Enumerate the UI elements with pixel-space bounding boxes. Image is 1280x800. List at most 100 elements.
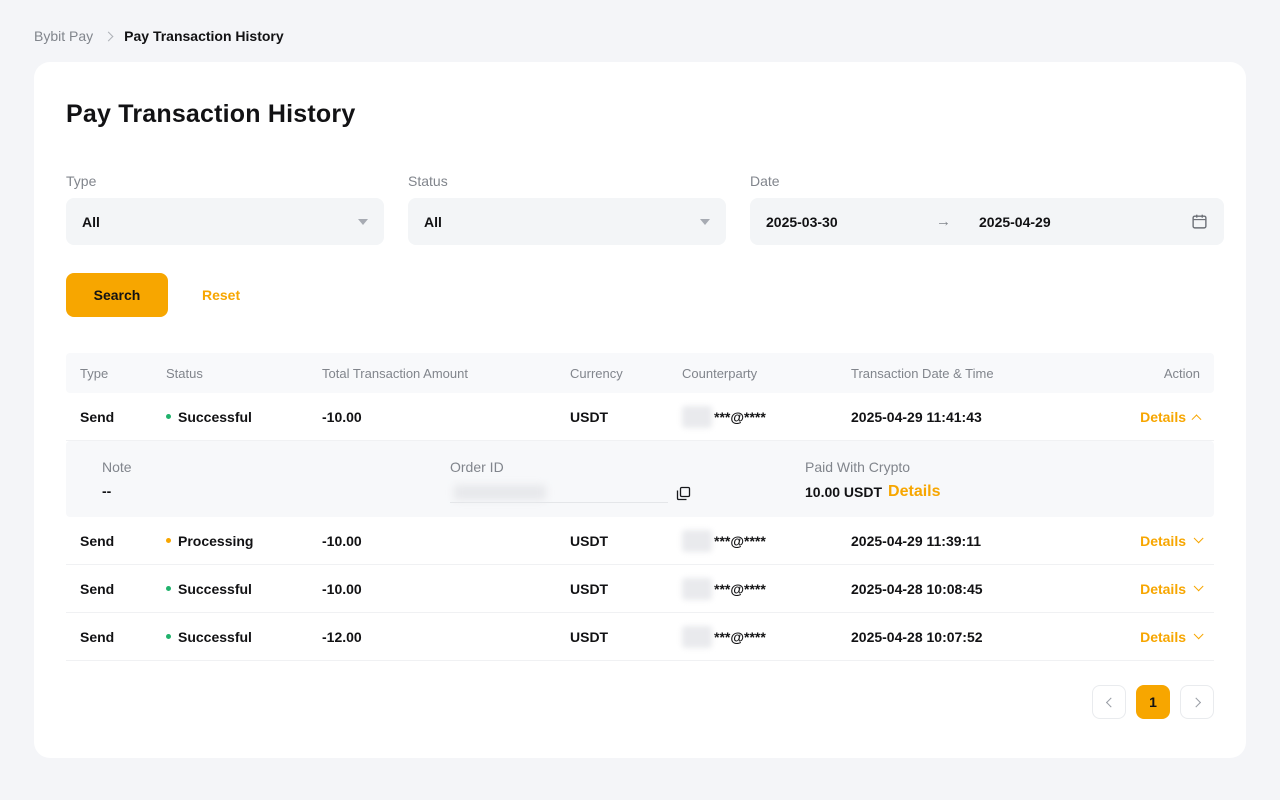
chevron-down-icon: [1193, 533, 1204, 544]
details-toggle[interactable]: Details: [1140, 408, 1202, 425]
status-dot-icon: [166, 538, 171, 543]
status-select[interactable]: All: [408, 198, 726, 245]
status-dot-icon: [166, 586, 171, 591]
status-filter: Status All: [408, 173, 726, 245]
chevron-up-icon: [1191, 414, 1202, 425]
cell-counterparty: ***@****: [682, 405, 851, 428]
pagination-page-1-button[interactable]: 1: [1136, 685, 1170, 719]
header-type: Type: [80, 365, 109, 381]
transactions-table: Type Status Total Transaction Amount Cur…: [66, 353, 1214, 661]
counterparty-text: ***@****: [714, 532, 766, 549]
cell-currency: USDT: [570, 580, 609, 597]
copy-icon[interactable]: [676, 486, 691, 501]
chevron-right-icon: [1190, 697, 1201, 707]
filter-actions: Search Reset: [66, 273, 1214, 317]
caret-down-icon: [358, 218, 368, 225]
redacted-counterparty-prefix: [682, 405, 712, 428]
type-filter-label: Type: [66, 173, 97, 189]
cell-type: Send: [80, 580, 115, 597]
expanded-detail-panel: Note -- Order ID: [66, 441, 1214, 517]
page-title: Pay Transaction History: [66, 100, 356, 128]
details-toggle[interactable]: Details: [1140, 533, 1204, 549]
cell-status: Successful: [166, 581, 322, 597]
header-datetime: Transaction Date & Time: [851, 365, 994, 381]
details-label: Details: [1140, 580, 1186, 597]
details-label: Details: [1140, 628, 1186, 645]
range-arrow-icon: →: [936, 213, 951, 230]
status-text: Successful: [178, 408, 252, 425]
cell-amount: -10.00: [322, 408, 362, 425]
paid-with-crypto-value: 10.00 USDT: [805, 484, 883, 500]
date-end-value[interactable]: 2025-04-29: [979, 213, 1051, 230]
chevron-down-icon: [1193, 629, 1204, 640]
status-text: Successful: [178, 628, 252, 645]
cell-amount: -10.00: [322, 580, 362, 597]
cell-type: Send: [80, 408, 115, 425]
table-row: Send Successful -10.00 USDT ***@**** 202…: [66, 565, 1214, 613]
details-toggle[interactable]: Details: [1140, 628, 1204, 645]
reset-button[interactable]: Reset: [202, 287, 241, 303]
note-label: Note: [102, 459, 132, 475]
order-id-label: Order ID: [450, 459, 504, 475]
cell-currency: USDT: [570, 408, 609, 425]
cell-counterparty: ***@****: [682, 529, 851, 552]
date-start-value[interactable]: 2025-03-30: [766, 213, 838, 230]
header-amount: Total Transaction Amount: [322, 365, 468, 381]
calendar-icon[interactable]: [1191, 213, 1208, 230]
table-row: Send Successful -10.00 USDT ***@**** 202…: [66, 393, 1214, 441]
counterparty-text: ***@****: [714, 408, 766, 425]
status-filter-label: Status: [408, 173, 448, 189]
status-text: Processing: [178, 532, 254, 549]
redacted-order-id: [454, 485, 546, 500]
note-block: Note --: [102, 459, 450, 503]
order-id-value-redacted: [450, 483, 668, 503]
breadcrumb-link-bybit-pay[interactable]: Bybit Pay: [34, 28, 94, 44]
chevron-right-icon: [103, 31, 114, 41]
paid-with-crypto-block: Paid With Crypto 10.00 USDT Details: [805, 459, 1194, 503]
date-filter: Date 2025-03-30 → 2025-04-29: [750, 173, 1224, 245]
cell-datetime: 2025-04-29 11:41:43: [851, 408, 982, 425]
counterparty-text: ***@****: [714, 580, 766, 597]
table-header-row: Type Status Total Transaction Amount Cur…: [66, 353, 1214, 393]
transaction-history-card: Pay Transaction History Type All Status …: [34, 62, 1246, 758]
status-dot-icon: [166, 634, 171, 639]
cell-datetime: 2025-04-28 10:07:52: [851, 628, 983, 645]
details-toggle[interactable]: Details: [1140, 580, 1204, 597]
cell-type: Send: [80, 628, 115, 645]
cell-status: Processing: [166, 533, 322, 549]
redacted-counterparty-prefix: [682, 577, 712, 600]
order-id-block: Order ID: [450, 459, 805, 503]
search-button[interactable]: Search: [66, 273, 168, 317]
details-label: Details: [1140, 408, 1186, 425]
date-range-picker[interactable]: 2025-03-30 → 2025-04-29: [750, 198, 1224, 245]
status-select-value: All: [424, 213, 442, 230]
cell-amount: -12.00: [322, 628, 362, 645]
cell-type: Send: [80, 532, 115, 549]
table-row: Send Processing -10.00 USDT ***@**** 202…: [66, 517, 1214, 565]
cell-status: Successful: [166, 629, 322, 645]
status-text: Successful: [178, 580, 252, 597]
type-select-value: All: [82, 213, 100, 230]
caret-down-icon: [700, 218, 710, 225]
header-counterparty: Counterparty: [682, 365, 758, 381]
cell-counterparty: ***@****: [682, 625, 851, 648]
cell-currency: USDT: [570, 532, 609, 549]
cell-amount: -10.00: [322, 532, 362, 549]
type-select[interactable]: All: [66, 198, 384, 245]
status-dot-icon: [166, 414, 171, 419]
paid-details-link[interactable]: Details: [888, 483, 941, 500]
breadcrumb: Bybit Pay Pay Transaction History: [0, 0, 1280, 56]
redacted-counterparty-prefix: [682, 625, 712, 648]
header-currency: Currency: [570, 365, 623, 381]
pagination-next-button[interactable]: [1180, 685, 1214, 719]
header-action: Action: [1163, 365, 1200, 381]
cell-currency: USDT: [570, 628, 609, 645]
breadcrumb-current: Pay Transaction History: [124, 28, 284, 44]
table-row: Send Successful -12.00 USDT ***@**** 202…: [66, 613, 1214, 661]
cell-status: Successful: [166, 409, 322, 425]
filter-bar: Type All Status All Date 2025-03-30 → 20…: [66, 173, 1224, 245]
pagination-prev-button[interactable]: [1092, 685, 1126, 719]
counterparty-text: ***@****: [714, 628, 766, 645]
cell-datetime: 2025-04-28 10:08:45: [851, 580, 983, 597]
chevron-down-icon: [1193, 581, 1204, 592]
